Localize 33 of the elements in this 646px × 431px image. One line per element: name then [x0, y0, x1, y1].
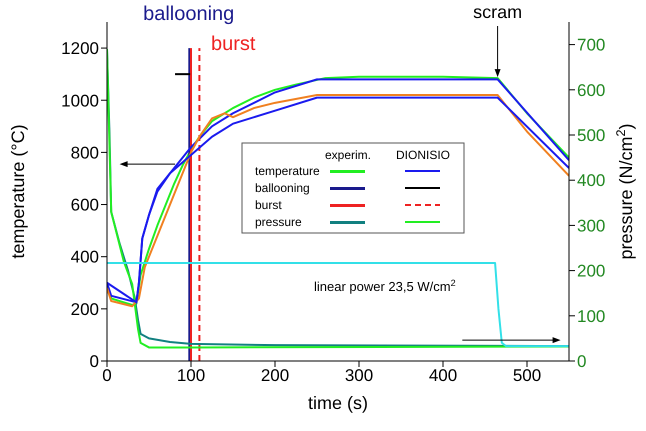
series-label: burst: [211, 33, 256, 55]
y2-tick-label: 300: [577, 216, 606, 236]
text: burst: [255, 198, 282, 212]
annotation: DIONISIO: [396, 148, 450, 162]
text: ballooning: [143, 3, 234, 25]
y2-tick-label: 600: [577, 80, 606, 100]
y-tick-label: 0: [90, 352, 99, 372]
legend-label: ballooning: [255, 181, 310, 195]
legend-label: temperature: [255, 164, 320, 178]
x-axis-title: time (s): [308, 393, 368, 413]
annotation: linear power 23,5 W/cm$^{2}$: [314, 278, 456, 294]
annotation: scram: [473, 2, 522, 22]
x-tick-label: 300: [344, 366, 374, 386]
y-tick-label: 800: [70, 143, 99, 162]
x-tick-label: 400: [428, 366, 458, 386]
y2-tick-label: 100: [577, 306, 606, 326]
annotation: experim.: [324, 148, 372, 162]
x-tick-label: 0: [102, 366, 112, 386]
x-tick-label: 500: [512, 366, 542, 386]
y-tick-label: 1000: [61, 91, 99, 110]
y2-tick-label: 700: [577, 36, 606, 55]
x-tick-label: 200: [260, 366, 290, 386]
y2-tick-label: 200: [577, 262, 606, 281]
y2-tick-label: 500: [577, 126, 606, 146]
x-tick-label: 100: [176, 366, 206, 386]
y-tick-label: 400: [70, 248, 99, 267]
y2-tick-label: 400: [577, 171, 606, 190]
y2-tick-label: 0: [577, 352, 586, 372]
legend-label: pressure: [255, 215, 302, 229]
y-axis-title: temperature (°C): [8, 124, 28, 259]
y-tick-label: 200: [70, 300, 99, 319]
y-tick-label: 600: [70, 196, 99, 215]
y-tick-label: 1200: [61, 39, 99, 58]
